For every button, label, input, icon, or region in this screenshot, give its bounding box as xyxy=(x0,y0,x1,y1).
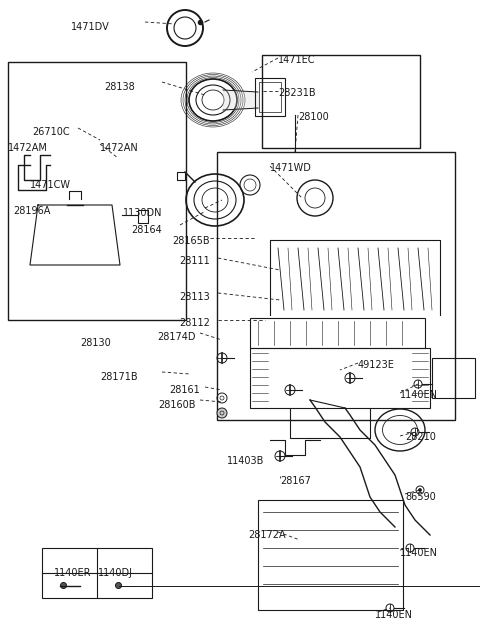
Text: 28113: 28113 xyxy=(179,292,210,302)
Circle shape xyxy=(60,582,67,589)
Bar xyxy=(250,318,425,348)
Text: 28210: 28210 xyxy=(405,432,436,442)
Text: 28172A: 28172A xyxy=(248,530,286,540)
Text: 86590: 86590 xyxy=(405,492,436,502)
Bar xyxy=(42,548,152,598)
Text: 1130DN: 1130DN xyxy=(122,208,162,218)
Text: 49123E: 49123E xyxy=(358,360,395,370)
Circle shape xyxy=(217,408,227,418)
Bar xyxy=(432,358,475,398)
Text: 1472AM: 1472AM xyxy=(8,143,48,153)
Text: 1471WD: 1471WD xyxy=(270,163,312,173)
Text: 28231B: 28231B xyxy=(278,88,316,98)
Bar xyxy=(217,152,455,420)
Text: 26710C: 26710C xyxy=(32,127,70,137)
Text: 28111: 28111 xyxy=(179,256,210,266)
Text: 28171B: 28171B xyxy=(100,372,138,382)
Text: 1140ER: 1140ER xyxy=(54,568,92,578)
Text: 1471DV: 1471DV xyxy=(71,22,110,32)
Text: 1471CW: 1471CW xyxy=(30,180,71,190)
Circle shape xyxy=(116,582,121,589)
Text: 1471EC: 1471EC xyxy=(278,55,315,65)
Text: 1140EN: 1140EN xyxy=(375,610,413,620)
Text: 28112: 28112 xyxy=(179,318,210,328)
Text: 1140EN: 1140EN xyxy=(400,390,438,400)
Text: 28196A: 28196A xyxy=(13,206,50,216)
Circle shape xyxy=(419,489,421,492)
Bar xyxy=(250,348,430,408)
Text: 28100: 28100 xyxy=(298,112,329,122)
Text: 28167: 28167 xyxy=(280,476,311,486)
Text: 28174D: 28174D xyxy=(157,332,196,342)
Bar xyxy=(8,62,186,320)
Text: 11403B: 11403B xyxy=(227,456,264,466)
Text: 1140EN: 1140EN xyxy=(400,548,438,558)
Text: 1472AN: 1472AN xyxy=(100,143,139,153)
Bar xyxy=(258,500,403,610)
Text: 28165B: 28165B xyxy=(172,236,210,246)
Text: 28130: 28130 xyxy=(80,338,111,348)
Text: 28161: 28161 xyxy=(169,385,200,395)
Bar xyxy=(138,210,148,223)
Bar xyxy=(262,55,420,148)
Bar xyxy=(259,82,281,112)
Text: 28164: 28164 xyxy=(131,225,162,235)
Bar xyxy=(255,78,285,116)
Text: 1140DJ: 1140DJ xyxy=(97,568,132,578)
Text: 28138: 28138 xyxy=(104,82,135,92)
Text: 28160B: 28160B xyxy=(158,400,196,410)
